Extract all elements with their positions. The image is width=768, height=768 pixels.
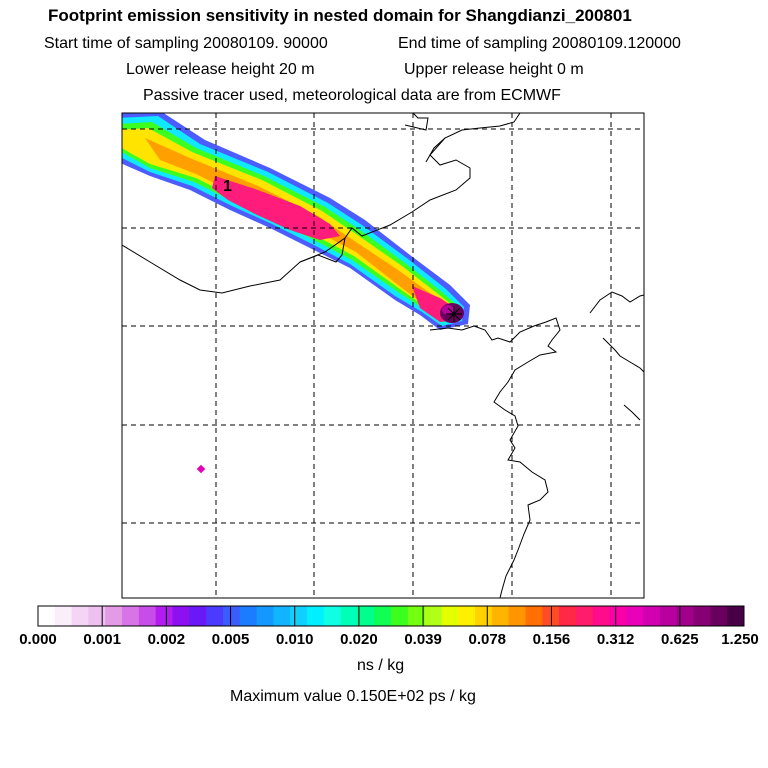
colorbar-cell (391, 606, 409, 626)
colorbar-cell (88, 606, 106, 626)
colorbar-tick-label: 0.156 (533, 631, 571, 648)
colorbar-cell (71, 606, 89, 626)
colorbar-cell (559, 606, 577, 626)
colorbar-tick-label: 0.001 (83, 631, 121, 648)
colorbar-units: ns / kg (357, 657, 405, 674)
colorbar-tick-label: 0.312 (597, 631, 635, 648)
colorbar-tick-label: 0.000 (19, 631, 57, 648)
max-value-label: Maximum value 0.150E+02 ps / kg (230, 688, 476, 705)
colorbar-cell (323, 606, 342, 626)
plume-core-purple (442, 305, 454, 315)
colorbar-cell (54, 606, 73, 626)
colorbar-cell (306, 606, 325, 626)
colorbar-tick-label: 0.020 (340, 631, 378, 648)
colorbar-cell (340, 606, 358, 626)
colorbar-cell (290, 606, 308, 626)
colorbar-cell (155, 606, 173, 626)
colorbar-cell (659, 606, 678, 626)
colorbar-cell (710, 606, 728, 626)
plume-label: 1 (223, 178, 232, 195)
colorbar-cell (189, 606, 207, 626)
colorbar-tick-labels: 0.000 0.001 0.002 0.005 0.010 0.020 0.039 0.078… (19, 631, 759, 648)
colorbar-tick-label: 0.625 (661, 631, 699, 648)
plume-core-pink (212, 176, 340, 240)
colorbar-cell (592, 606, 611, 626)
receptor-star-icon (446, 306, 462, 322)
colorbar-tick-label: 0.078 (468, 631, 506, 648)
colorbar-cell (525, 606, 543, 626)
colorbar-cell (542, 606, 560, 626)
colorbar-cell (508, 606, 526, 626)
colorbar-cell (693, 606, 711, 626)
colorbar-cell (458, 606, 476, 626)
colorbar-cell (105, 606, 123, 626)
end-time-label: End time of sampling 20080109.120000 (398, 35, 681, 52)
plot-title: Footprint emission sensitivity in nested… (48, 6, 632, 25)
colorbar-cell (491, 606, 510, 626)
tracer-info-label: Passive tracer used, meteorological data… (143, 87, 561, 104)
colorbar-cell (424, 606, 442, 626)
colorbar-cell (206, 606, 224, 626)
colorbar-cell (122, 606, 140, 626)
colorbar-tick-label: 0.010 (276, 631, 314, 648)
colorbar-cell (38, 606, 56, 626)
upper-release-label: Upper release height 0 m (404, 61, 584, 78)
start-time-label: Start time of sampling 20080109. 90000 (44, 35, 328, 52)
map-frame (121, 112, 645, 599)
colorbar-cell (441, 606, 459, 626)
colorbar-cell (357, 606, 375, 626)
colorbar-tick-label: 0.002 (148, 631, 186, 648)
lower-release-label: Lower release height 20 m (126, 61, 315, 78)
colorbar-cell (239, 606, 258, 626)
isolated-sensitivity-dot (196, 464, 206, 474)
colorbar-cells (38, 606, 745, 626)
colorbar-cell (256, 606, 274, 626)
colorbar-cell (676, 606, 695, 626)
colorbar-frame (37, 605, 745, 627)
colorbar-cell (475, 606, 493, 626)
colorbar-cell (138, 606, 157, 626)
colorbar-cell (222, 606, 241, 626)
colorbar-tick-label: 1.250 (721, 631, 759, 648)
colorbar-cell (727, 606, 745, 626)
colorbar-cell (172, 606, 190, 626)
colorbar-cell (407, 606, 426, 626)
colorbar-cell (609, 606, 627, 626)
colorbar-cell (643, 606, 661, 626)
colorbar-cell (626, 606, 644, 626)
colorbar-tick-label: 0.005 (212, 631, 250, 648)
colorbar-tick-label: 0.039 (404, 631, 442, 648)
colorbar-cell (575, 606, 594, 626)
coastlines (122, 113, 644, 598)
colorbar-cell (374, 606, 392, 626)
colorbar-cell (273, 606, 291, 626)
